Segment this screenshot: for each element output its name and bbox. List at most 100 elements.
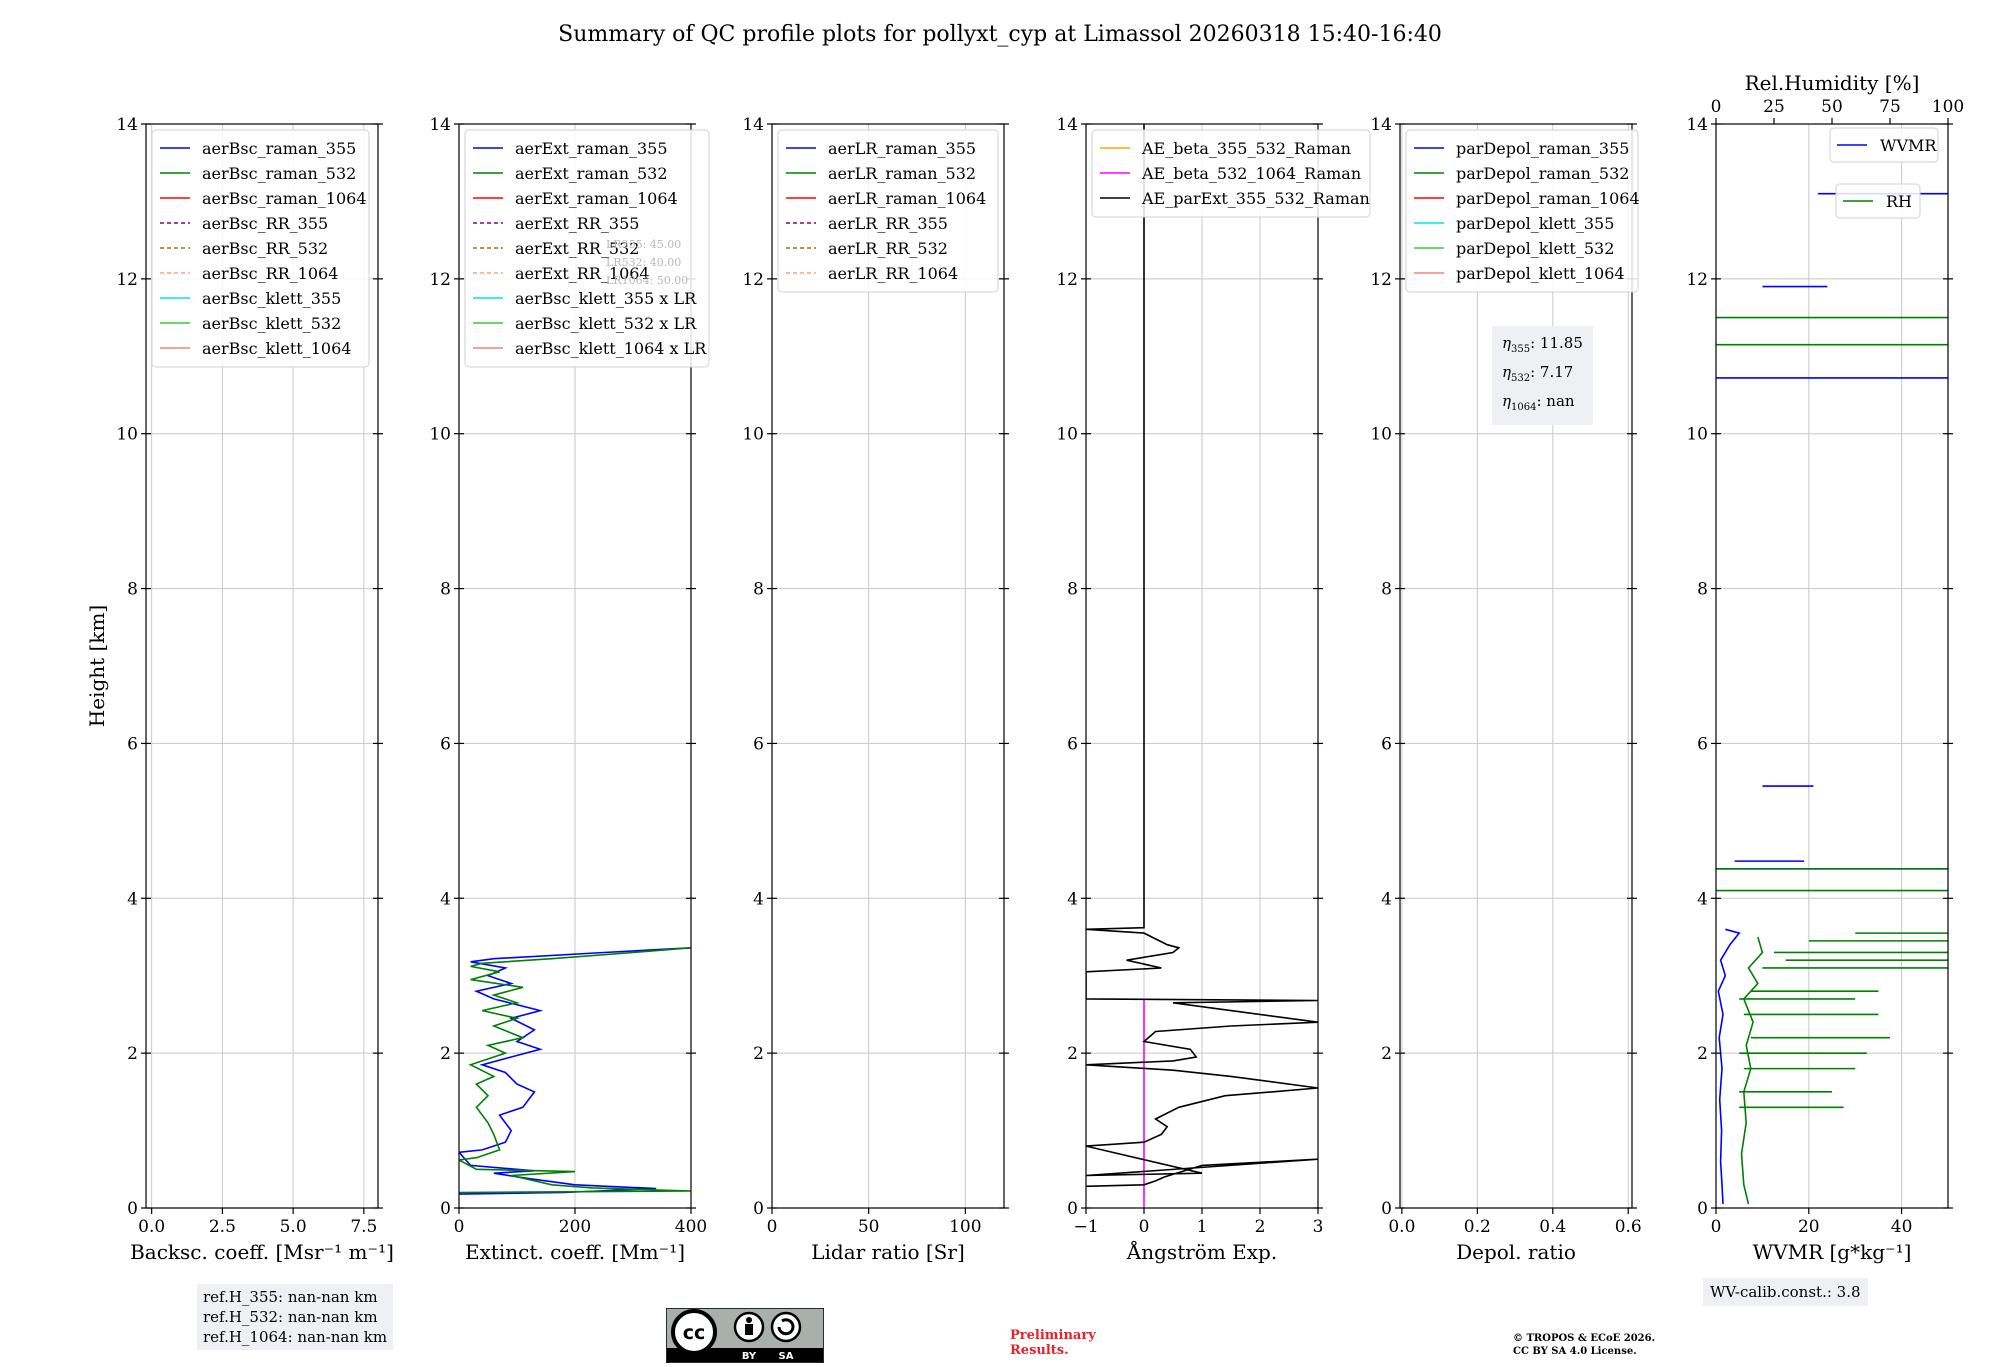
x-tick-label: 0.0 [1388,1217,1415,1237]
y-tick-label: 6 [753,734,764,754]
top-x-tick-label: 100 [1932,97,1964,117]
top-x-tick-label: 75 [1879,97,1901,117]
copyright-line-2: CC BY SA 4.0 License. [1513,1346,1637,1357]
y-tick-label: 2 [1067,1044,1078,1064]
y-tick-label: 6 [1697,734,1708,754]
top-x-tick-label: 25 [1763,97,1785,117]
x-axis-label: Extinct. coeff. [Mm⁻¹] [465,1240,685,1264]
y-tick-label: 2 [127,1044,138,1064]
legend-label: WVMR [1880,136,1937,155]
y-tick-label: 12 [1370,270,1392,290]
panel-backscatter: 0 2 4 6 8 10 12 14 0.0 2.5 5.0 7.5 Backsc. coeff. [M… [85,115,394,1264]
legend-label: aerBsc_raman_355 [202,139,356,158]
legend-box [1405,129,1639,293]
legend-label: AE_beta_532_1064_Raman [1141,164,1361,183]
x-tick-label: 0 [1711,1217,1722,1237]
legend-box [1091,129,1371,218]
eta-1064: η1064: nan [1502,392,1575,413]
preliminary-line-2: Results. [1010,1343,1069,1358]
y-tick-label: 12 [1686,270,1708,290]
y-tick-label: 0 [1697,1199,1708,1219]
y-tick-label: 2 [440,1044,451,1064]
y-tick-label: 14 [116,115,138,135]
axes-frame [145,123,379,1209]
legend-label: parDepol_raman_532 [1456,164,1629,183]
x-axis-label: Depol. ratio [1456,1240,1576,1264]
x-tick-label: 2 [1255,1217,1266,1237]
y-tick-label: 6 [127,734,138,754]
x-tick-label: 5.0 [280,1217,307,1237]
legend-label: aerLR_raman_1064 [828,189,986,208]
series-group [459,947,691,1195]
legend-label: parDepol_raman_1064 [1456,189,1640,208]
y-tick-label: 8 [1697,580,1708,600]
copyright-note: © TROPOS & ECoE 2026. CC BY SA 4.0 Licen… [1513,1332,1655,1358]
y-tick-label: 10 [1370,425,1392,445]
legend-label: aerExt_RR_1064 [515,264,650,283]
legend-label: aerBsc_klett_355 [202,289,341,308]
y-tick-label: 14 [1056,115,1078,135]
figure-title: Summary of QC profile plots for pollyxt_… [558,22,1442,47]
ref-height-355: ref.H_355: nan-nan km [203,1288,378,1306]
legend-box [151,129,370,368]
y-tick-label: 4 [127,889,138,909]
axes-frame [1715,123,1949,1209]
x-tick-label: 0.6 [1615,1217,1642,1237]
ref-height-1064: ref.H_1064: nan-nan km [203,1328,388,1346]
y-tick-label: 10 [429,425,451,445]
reference-height-box: ref.H_355: nan-nan km ref.H_532: nan-nan… [197,1284,394,1350]
x-tick-label: 0.4 [1539,1217,1566,1237]
eta-box: η355: 11.85 η532: 7.17 η1064: nan [1492,326,1593,425]
x-tick-label: 0 [767,1217,778,1237]
y-tick-label: 6 [440,734,451,754]
svg-text:cc: cc [683,1322,706,1344]
legend-label: aerLR_RR_532 [828,239,948,258]
legend-box [1829,127,1939,163]
legend-box [777,129,999,293]
wv-calib-box: WV-calib.const.: 3.8 [1703,1278,1868,1306]
y-tick-label: 10 [1686,425,1708,445]
legend-label: parDepol_klett_532 [1456,239,1614,258]
top-x-tick-label: 0 [1711,97,1722,117]
y-tick-label: 6 [1067,734,1078,754]
legend-label: aerExt_raman_355 [515,139,668,158]
copyright-line-1: © TROPOS & ECoE 2026. [1513,1333,1656,1344]
series-aerext_raman_532 [459,947,691,1194]
legend-label: aerBsc_RR_355 [202,214,328,233]
y-tick-label: 2 [753,1044,764,1064]
legend-label: aerLR_raman_355 [828,139,976,158]
series-ae_parext_355_532_raman [1086,124,1318,1188]
legend-label: parDepol_klett_1064 [1456,264,1625,283]
x-tick-label: 0 [454,1217,465,1237]
x-tick-label: 2.5 [209,1217,236,1237]
series-group [1086,124,1318,1208]
series-rh [1740,936,1764,1205]
y-tick-label: 8 [440,580,451,600]
axes-frame [771,123,1005,1209]
eta-355-value: 11.85 [1539,334,1583,352]
x-tick-label: 7.5 [350,1217,377,1237]
legend-box [464,129,710,368]
cc-by-label: BY [742,1351,757,1362]
legend-label: aerBsc_klett_355 x LR [515,289,697,308]
top-axis-label: Rel.Humidity [%] [1745,71,1920,95]
x-tick-label: 0.2 [1464,1217,1491,1237]
legend-label: aerLR_RR_355 [828,214,948,233]
eta-355: η355: 11.85 [1502,334,1583,355]
y-tick-label: 14 [1686,115,1708,135]
y-tick-label: 4 [1381,889,1392,909]
x-tick-label: 100 [949,1217,981,1237]
legend-label: aerBsc_klett_532 [202,314,341,333]
preliminary-line-1: Preliminary [1010,1328,1096,1343]
legend-label: aerExt_RR_355 [515,214,639,233]
legend-label: aerLR_raman_532 [828,164,976,183]
x-tick-label: 400 [675,1217,707,1237]
x-tick-label: 50 [858,1217,880,1237]
legend-label: AE_beta_355_532_Raman [1141,139,1351,158]
y-tick-label: 14 [742,115,764,135]
x-tick-label: 1 [1197,1217,1208,1237]
y-tick-label: 14 [1370,115,1392,135]
